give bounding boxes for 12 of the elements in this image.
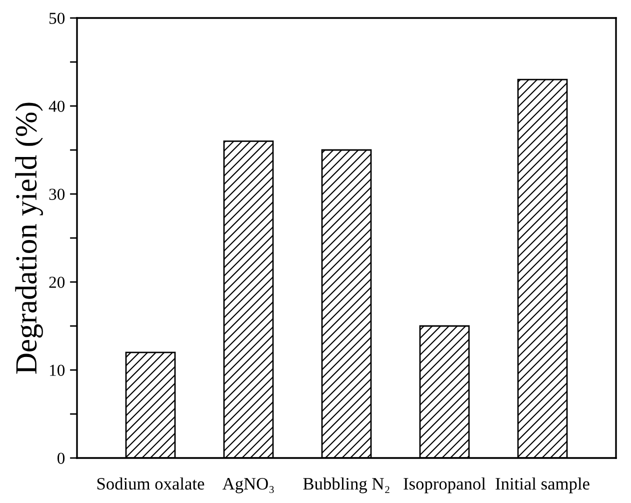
- y-tick-label: 10: [50, 364, 65, 376]
- y-axis-title: Degradation yield (%): [15, 102, 43, 374]
- y-tick-label: 20: [49, 276, 65, 288]
- y-tick-label: 40: [48, 100, 65, 112]
- y-tick-label: 0: [57, 452, 65, 464]
- x-tick-label: Initial sample: [496, 477, 590, 494]
- y-tick-label: 50: [49, 12, 65, 24]
- x-tick-label: Sodium oxalate: [97, 477, 204, 490]
- x-tick-label: AgNO₃: [222, 478, 274, 494]
- x-tick-label: Isopropanol: [404, 477, 486, 494]
- x-tick-label: Bubbling N₂: [303, 477, 390, 494]
- y-tick-label: 30: [49, 188, 65, 200]
